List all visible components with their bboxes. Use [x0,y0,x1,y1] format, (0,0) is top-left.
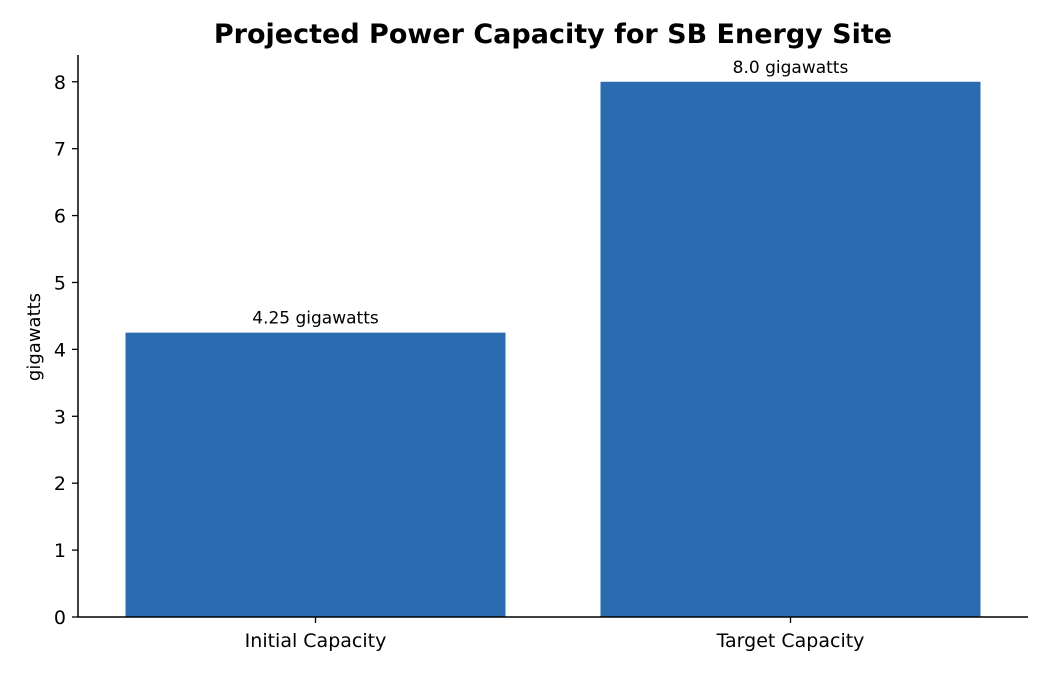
y-tick-label-5: 5 [54,272,66,294]
y-tick-label-6: 6 [54,206,66,228]
y-tick-label-8: 8 [54,72,66,94]
y-tick-label-3: 3 [54,406,66,428]
labels-layer: 4.25 gigawatts Initial Capacity 8.0 gigawa… [54,58,865,652]
bar-1 [125,332,506,617]
y-tick-label-4: 4 [54,339,66,361]
x-tick-label-2: Target Capacity [716,630,865,652]
bar-data-label-1: 4.25 gigawatts [252,309,379,329]
y-tick-label-0: 0 [54,607,66,629]
bars-layer [125,81,981,617]
y-tick-label-7: 7 [54,139,66,161]
bar-2 [600,81,981,617]
y-axis-label: gigawatts [24,293,45,381]
x-tick-label-1: Initial Capacity [245,630,387,652]
chart-title: Projected Power Capacity for SB Energy S… [214,19,892,50]
y-tick-label-2: 2 [54,473,66,495]
y-tick-label-1: 1 [54,540,66,562]
axes-layer [72,55,1028,623]
bar-data-label-2: 8.0 gigawatts [733,58,849,78]
